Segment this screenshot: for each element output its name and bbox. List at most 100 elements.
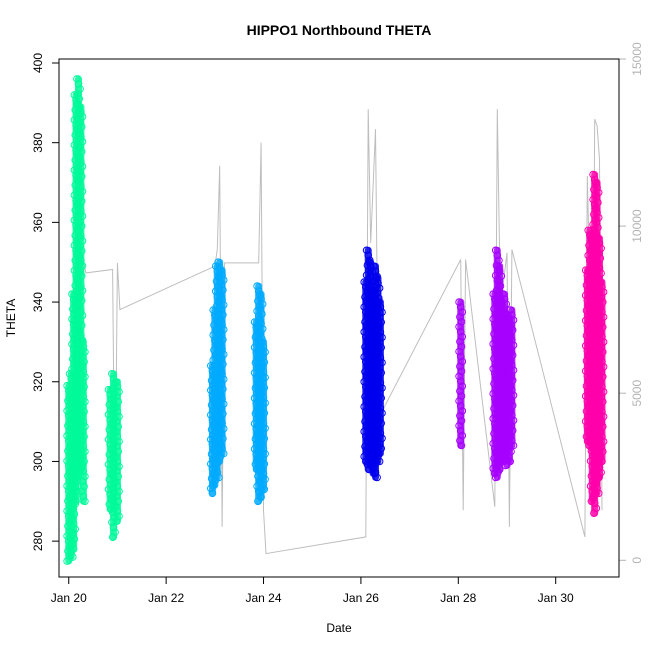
data-point xyxy=(78,427,87,436)
data-point xyxy=(69,530,77,538)
data-point xyxy=(509,341,518,350)
data-point xyxy=(458,332,467,341)
data-point xyxy=(78,262,87,270)
data-point xyxy=(508,311,516,319)
data-point xyxy=(506,431,515,440)
data-point xyxy=(378,308,386,317)
data-point xyxy=(259,368,268,377)
data-point xyxy=(68,540,76,548)
data-point xyxy=(114,397,122,406)
data-point xyxy=(599,447,607,456)
data-point xyxy=(214,258,222,267)
data-point xyxy=(75,326,84,335)
data-point xyxy=(111,528,119,537)
y2-tick-label: 10000 xyxy=(630,209,644,243)
data-point xyxy=(506,406,515,415)
data-point xyxy=(594,213,603,222)
data-point xyxy=(599,422,607,431)
data-point xyxy=(598,432,606,441)
data-point xyxy=(599,313,608,321)
data-point xyxy=(219,400,228,408)
data-point xyxy=(78,452,87,461)
y2-tick-label: 5000 xyxy=(630,380,644,407)
data-point xyxy=(76,117,84,126)
data-point xyxy=(371,468,380,477)
data-point xyxy=(73,90,82,98)
data-point xyxy=(594,259,602,268)
data-point xyxy=(259,444,268,453)
data-point xyxy=(596,427,605,436)
data-point xyxy=(458,308,467,316)
data-point xyxy=(76,316,84,325)
data-point xyxy=(592,218,601,227)
data-point xyxy=(219,375,228,384)
data-point xyxy=(76,242,84,250)
data-point xyxy=(375,424,383,433)
data-point xyxy=(590,509,598,518)
data-point xyxy=(599,338,608,346)
data-point xyxy=(507,396,515,405)
data-point xyxy=(78,112,87,121)
data-point xyxy=(507,371,515,380)
data-point xyxy=(593,484,601,493)
data-point xyxy=(375,439,384,448)
data-point xyxy=(218,296,226,304)
data-point xyxy=(257,295,265,303)
data-point xyxy=(114,472,122,481)
data-point xyxy=(589,494,597,503)
data-point xyxy=(592,504,601,513)
data-point xyxy=(79,467,88,476)
data-point xyxy=(494,262,502,271)
data-point xyxy=(455,323,463,331)
data-point xyxy=(75,127,84,136)
data-point xyxy=(597,368,606,376)
data-point xyxy=(70,510,79,518)
data-point xyxy=(375,399,383,407)
data-point xyxy=(79,417,88,426)
y-tick-label: 320 xyxy=(31,371,45,391)
data-point xyxy=(599,298,607,306)
data-point xyxy=(77,271,86,280)
data-point xyxy=(375,284,384,292)
y-tick-label: 400 xyxy=(31,53,45,73)
data-point xyxy=(77,157,85,166)
data-point xyxy=(508,351,517,360)
data-point xyxy=(108,370,116,378)
data-point xyxy=(458,407,467,415)
data-point xyxy=(260,485,269,494)
data-point xyxy=(508,336,516,344)
data-point xyxy=(597,318,606,326)
data-point xyxy=(77,487,86,496)
data-point xyxy=(594,234,602,243)
data-point xyxy=(456,327,465,336)
data-point xyxy=(598,333,606,341)
data-point xyxy=(255,315,264,323)
data-point xyxy=(261,450,269,458)
data-point xyxy=(258,353,267,362)
data-point xyxy=(217,429,226,438)
data-point xyxy=(112,517,121,526)
data-point xyxy=(218,395,226,403)
data-point xyxy=(71,482,79,491)
data-point xyxy=(76,167,84,176)
data-point xyxy=(219,449,228,458)
data-point xyxy=(457,417,466,425)
data-point xyxy=(594,198,602,207)
data-point xyxy=(109,523,118,532)
data-point xyxy=(506,381,515,390)
data-point xyxy=(77,122,86,131)
y-tick-label: 340 xyxy=(31,292,45,312)
data-point xyxy=(597,293,606,301)
data-point xyxy=(113,432,122,441)
data-point xyxy=(115,462,123,471)
data-point xyxy=(81,497,89,506)
data-point xyxy=(76,291,84,300)
data-point xyxy=(370,463,378,472)
data-point xyxy=(69,520,78,528)
data-point xyxy=(593,183,601,192)
data-point xyxy=(77,222,86,230)
data-point xyxy=(78,378,87,386)
data-point xyxy=(214,457,222,466)
data-point xyxy=(81,373,89,381)
series-3 xyxy=(360,246,386,482)
